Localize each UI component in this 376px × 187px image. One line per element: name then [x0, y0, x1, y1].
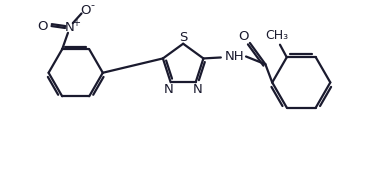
Text: N: N [193, 82, 203, 96]
Text: N: N [65, 22, 75, 34]
Text: N: N [164, 82, 174, 96]
Text: S: S [179, 31, 187, 44]
Text: O: O [80, 4, 91, 17]
Text: O: O [238, 30, 249, 43]
Text: -: - [90, 0, 94, 10]
Text: CH₃: CH₃ [265, 30, 289, 42]
Text: NH: NH [224, 50, 244, 63]
Text: +: + [72, 18, 80, 28]
Text: O: O [38, 20, 48, 33]
